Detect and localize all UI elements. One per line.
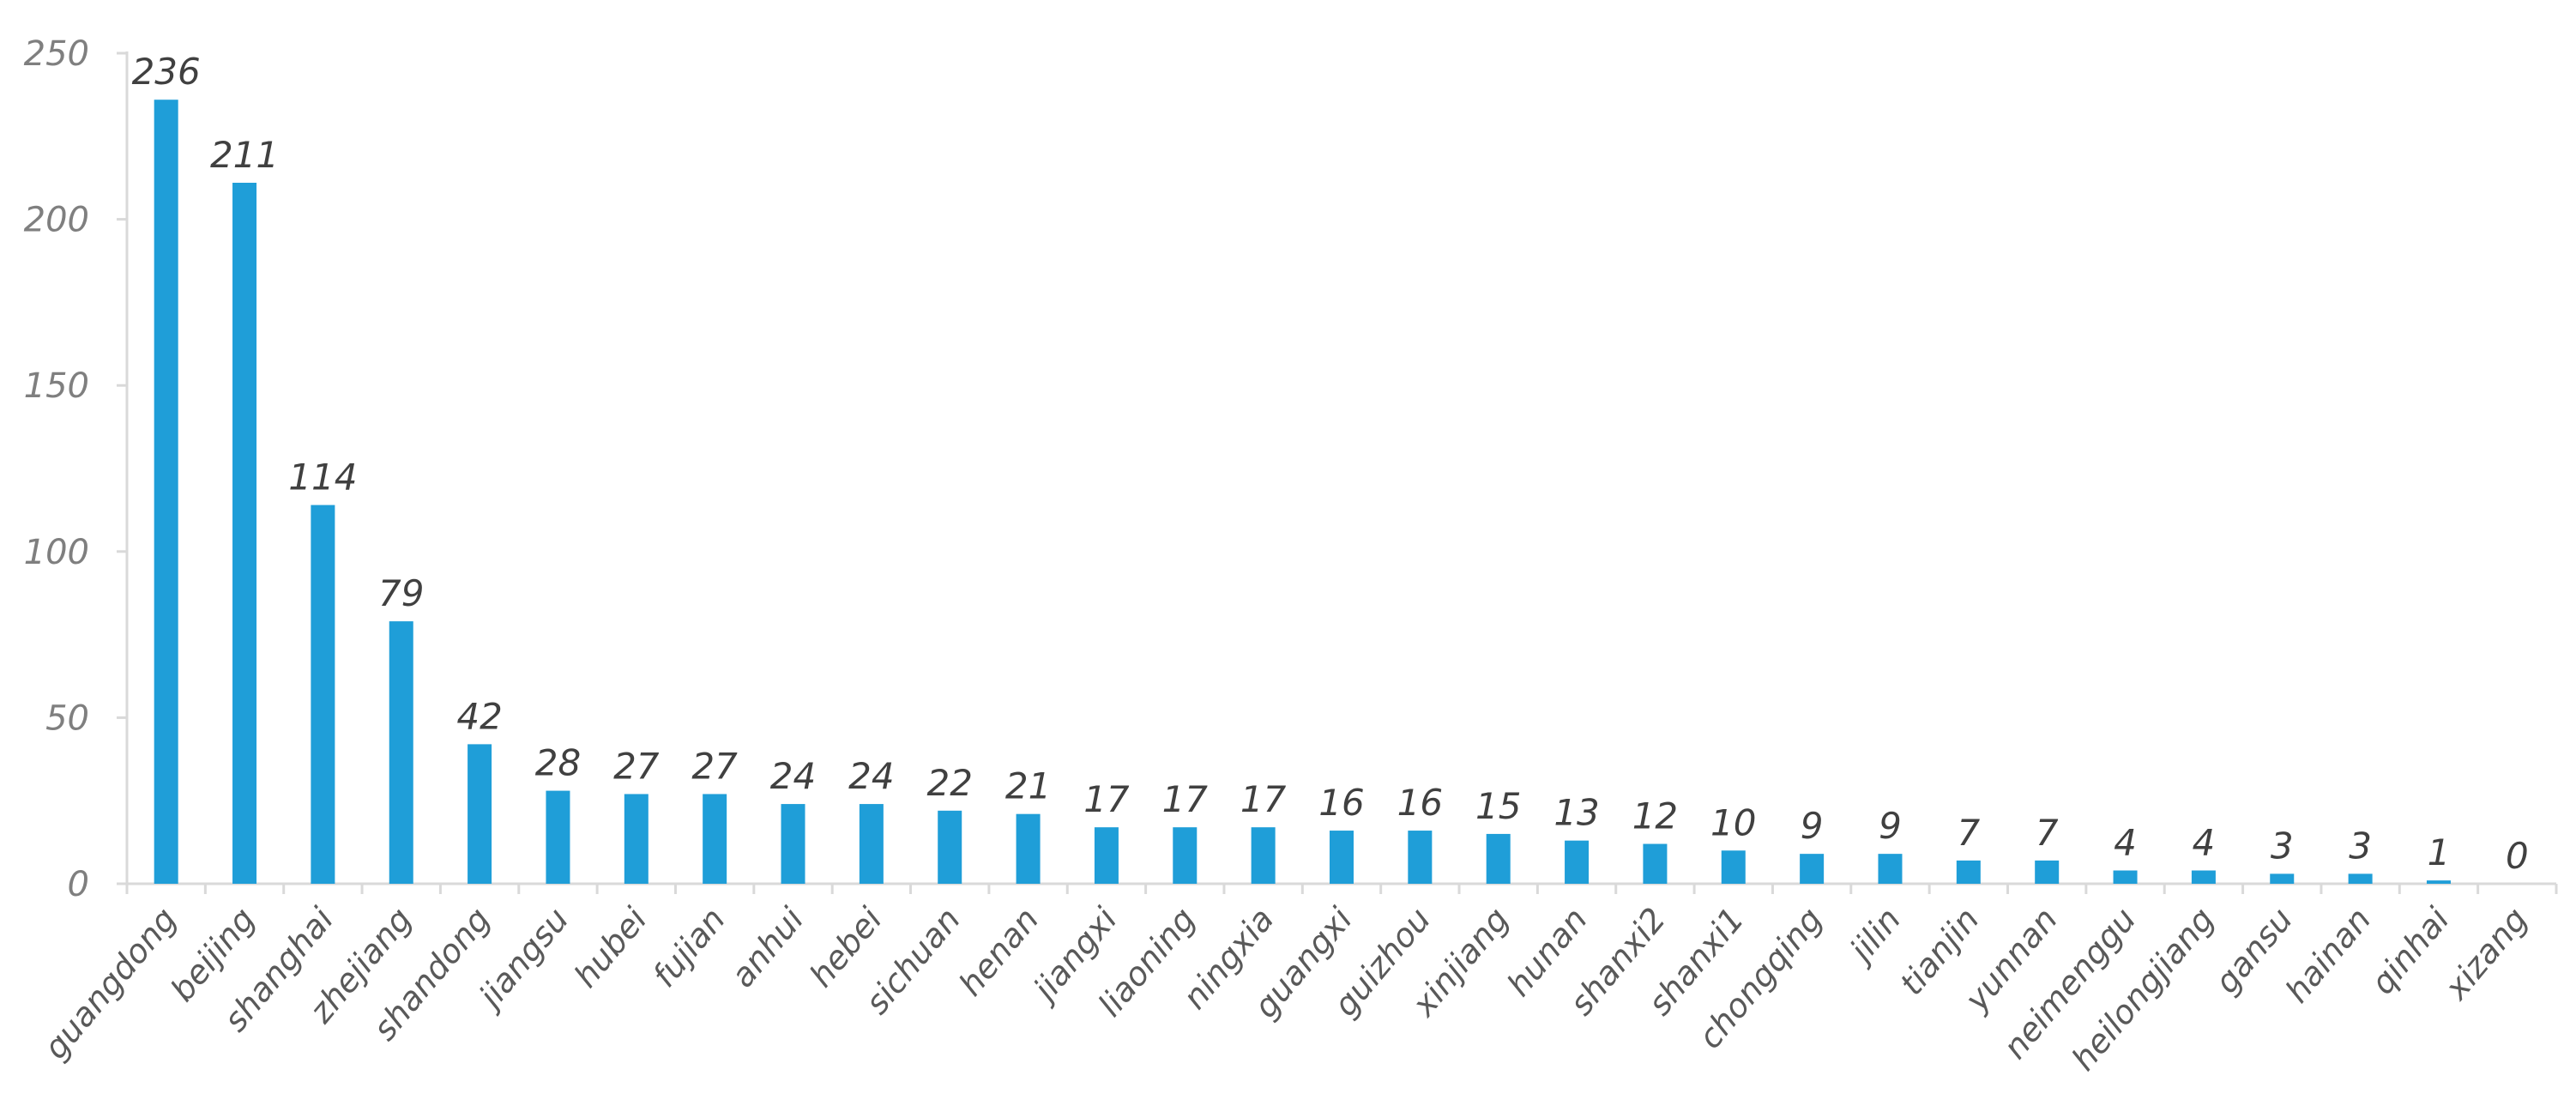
bar xyxy=(2113,870,2138,884)
category-label: guangdong xyxy=(36,901,184,1067)
category-label: fujian xyxy=(645,901,733,994)
y-tick-label: 200 xyxy=(24,201,89,240)
data-label: 9 xyxy=(1879,805,1902,847)
y-tick-label: 50 xyxy=(45,698,89,738)
data-label: 28 xyxy=(535,742,581,784)
bar xyxy=(1878,854,1903,884)
y-tick-label: 0 xyxy=(68,865,89,904)
bar xyxy=(1094,827,1119,884)
data-label: 0 xyxy=(2506,835,2529,877)
data-label: 17 xyxy=(1240,778,1287,820)
bar xyxy=(1251,827,1276,884)
bar xyxy=(2191,870,2216,884)
bar xyxy=(1565,840,1590,884)
data-label: 4 xyxy=(2193,822,2216,864)
data-label: 4 xyxy=(2114,822,2137,864)
bar xyxy=(1330,831,1354,884)
data-label: 10 xyxy=(1710,801,1756,843)
data-label: 9 xyxy=(1801,805,1824,847)
bar xyxy=(468,744,492,884)
bar xyxy=(1800,854,1825,884)
data-label: 3 xyxy=(2271,825,2294,867)
data-label: 21 xyxy=(1005,765,1051,807)
bar xyxy=(1956,860,1981,884)
data-label: 16 xyxy=(1318,782,1364,824)
data-label: 114 xyxy=(288,456,357,499)
data-label: 3 xyxy=(2349,825,2372,867)
bar xyxy=(938,810,962,884)
y-axis: 0 50 100 150 200 250 xyxy=(24,34,129,904)
data-label: 16 xyxy=(1397,782,1443,824)
bar xyxy=(311,505,335,884)
y-tick-label: 250 xyxy=(24,34,89,74)
bar xyxy=(1643,843,1668,884)
data-label: 13 xyxy=(1553,792,1599,834)
bar xyxy=(703,794,727,884)
bar xyxy=(546,790,570,884)
data-label: 211 xyxy=(210,134,279,176)
bar xyxy=(2270,873,2295,884)
bar xyxy=(1408,831,1433,884)
bar xyxy=(2426,880,2451,884)
data-label: 1 xyxy=(2428,831,2451,873)
bar xyxy=(2035,860,2060,884)
bar xyxy=(859,804,884,884)
data-label: 7 xyxy=(2036,812,2059,854)
y-tick-label: 150 xyxy=(24,366,89,406)
data-label: 17 xyxy=(1083,778,1130,820)
category-label: hubei xyxy=(567,900,655,994)
data-label: 24 xyxy=(770,755,816,797)
bar xyxy=(1721,850,1746,884)
category-labels: guangdongbeijingshanghaizhejiangshandong… xyxy=(36,900,2535,1078)
y-tick-label: 100 xyxy=(24,533,89,572)
bar xyxy=(624,794,649,884)
bar xyxy=(154,100,178,884)
data-label: 17 xyxy=(1162,778,1209,820)
category-label: jilin xyxy=(1840,901,1909,972)
bar xyxy=(1486,833,1511,884)
bar xyxy=(2348,873,2373,884)
data-label: 22 xyxy=(926,762,972,804)
x-axis xyxy=(125,882,2558,894)
bar xyxy=(389,621,413,884)
bar xyxy=(781,804,805,884)
data-label: 7 xyxy=(1957,812,1980,854)
data-label: 79 xyxy=(378,572,424,614)
bar xyxy=(1173,827,1198,884)
data-label: 27 xyxy=(613,745,660,787)
data-label: 12 xyxy=(1632,795,1678,837)
category-label: anhui xyxy=(723,900,811,994)
bar xyxy=(1016,813,1041,884)
bar xyxy=(232,183,257,884)
bars xyxy=(154,100,2451,884)
data-label: 42 xyxy=(456,695,502,737)
data-label: 24 xyxy=(848,755,894,797)
data-label: 27 xyxy=(691,745,738,787)
category-label: xizang xyxy=(2437,901,2535,1007)
data-label: 236 xyxy=(132,51,201,93)
data-label: 15 xyxy=(1475,785,1521,827)
category-label: hainan xyxy=(2278,901,2379,1010)
